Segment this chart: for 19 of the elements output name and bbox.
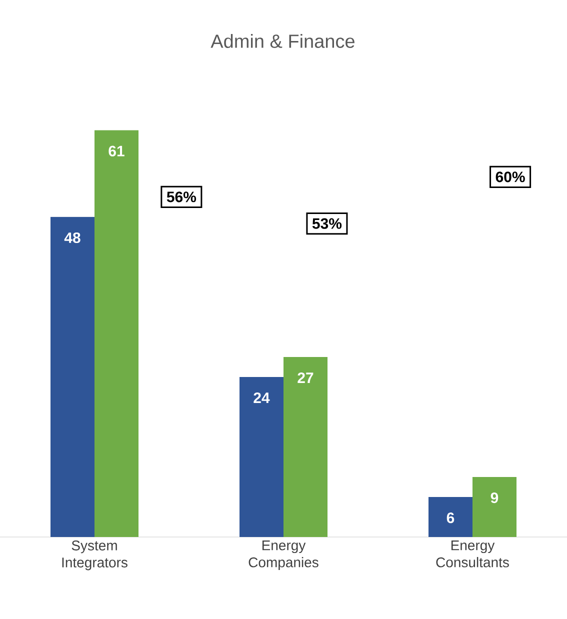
x-tick-label: Energy Companies [248,540,318,570]
annotation: 56% [166,192,196,202]
data-label: 6 [446,512,454,524]
x-tick-label: System Integrators [62,540,128,570]
bar [94,130,138,537]
bar [472,476,516,537]
data-label: 9 [490,492,498,504]
annotation: 60% [496,172,525,182]
bar [50,216,94,537]
data-label: 48 [64,232,80,244]
bar [284,356,328,537]
data-label: 61 [108,146,124,156]
annotation: 53% [312,218,342,229]
x-tick-label: Energy Consultants [436,540,509,568]
bar [428,496,472,537]
data-label: 24 [254,392,270,403]
bar [240,376,284,537]
data-label: 27 [298,372,314,383]
chart-title: Admin & Finance [210,34,354,48]
